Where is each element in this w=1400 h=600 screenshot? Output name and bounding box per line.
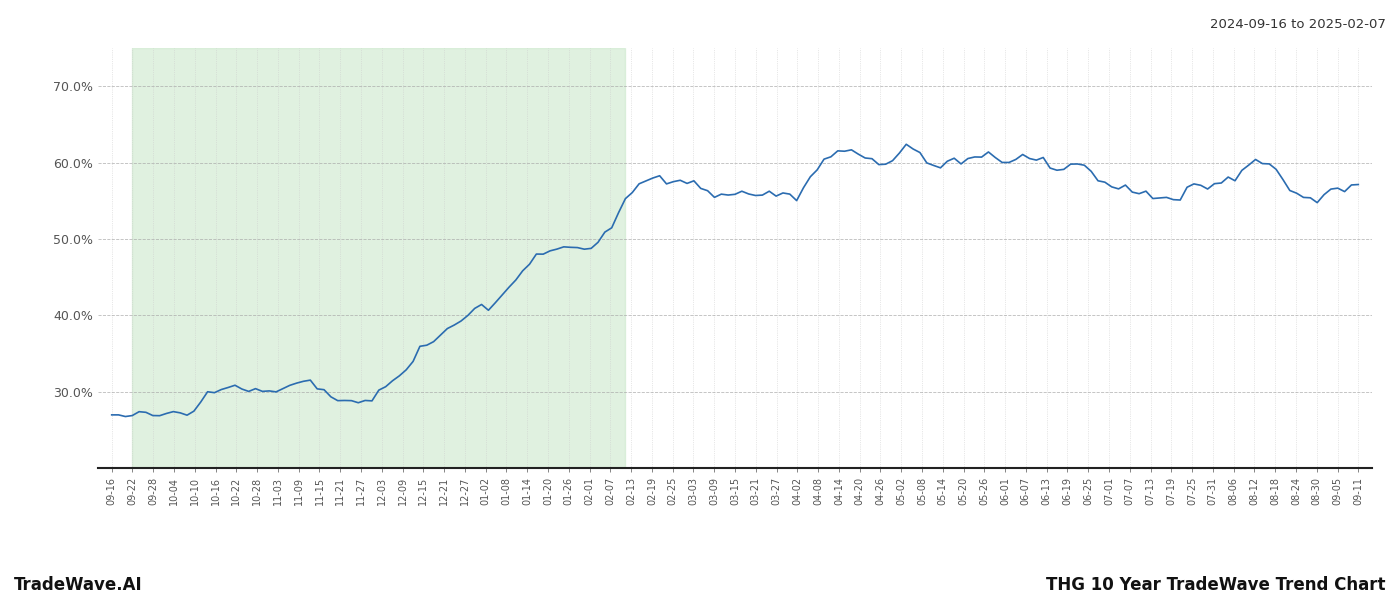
Text: THG 10 Year TradeWave Trend Chart: THG 10 Year TradeWave Trend Chart — [1047, 576, 1386, 594]
Text: 2024-09-16 to 2025-02-07: 2024-09-16 to 2025-02-07 — [1210, 18, 1386, 31]
Text: TradeWave.AI: TradeWave.AI — [14, 576, 143, 594]
Bar — [132, 48, 626, 468]
